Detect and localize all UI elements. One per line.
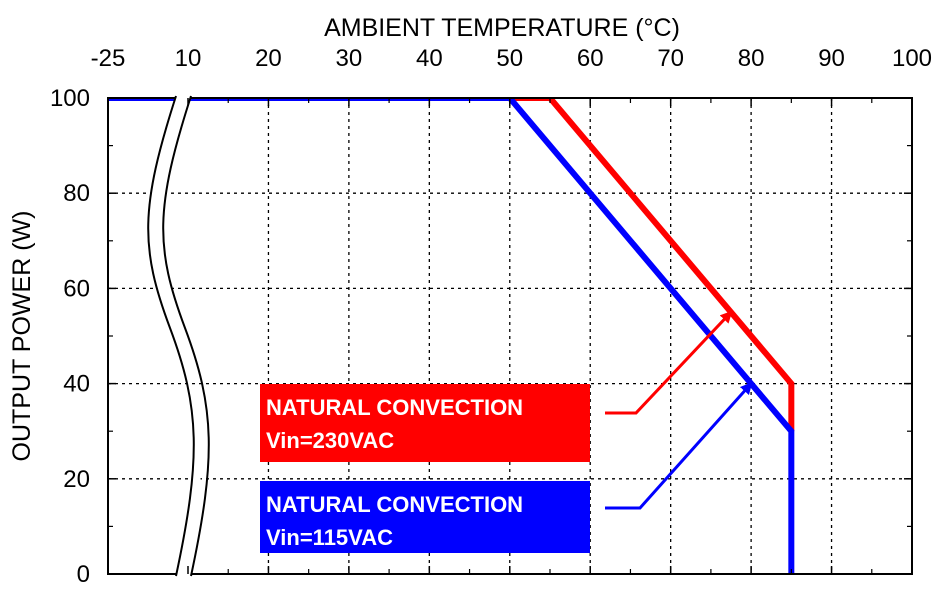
legend-115vac: NATURAL CONVECTION Vin=115VAC — [260, 382, 753, 553]
x-tick-label: 60 — [577, 45, 604, 72]
axis-break-line-right — [162, 95, 210, 577]
y-axis-title: OUTPUT POWER (W) — [8, 211, 36, 462]
legend-115vac-line1: NATURAL CONVECTION — [266, 492, 523, 517]
x-tick-label: 100 — [892, 45, 932, 72]
legend-230vac-leader-arrow — [605, 310, 733, 415]
legend-230vac-line2: Vin=230VAC — [266, 428, 394, 453]
y-tick-label: 100 — [50, 85, 90, 112]
legend-230vac-line1: NATURAL CONVECTION — [266, 395, 523, 420]
legend-115vac-line2: Vin=115VAC — [266, 525, 393, 550]
x-tick-label: 80 — [738, 45, 765, 72]
series-lines — [108, 98, 795, 574]
y-tick-label: 80 — [63, 180, 90, 207]
x-axis-title: AMBIENT TEMPERATURE (°C) — [324, 14, 680, 42]
x-tick-label: 40 — [416, 45, 443, 72]
x-tick-labels: -25 10 20 30 40 50 60 70 80 90 100 — [91, 45, 932, 72]
legend-115vac-leader-arrow — [605, 382, 753, 510]
tick-marks — [107, 97, 913, 575]
y-tick-label: 60 — [63, 275, 90, 302]
y-tick-label: 40 — [63, 371, 90, 398]
x-tick-label: 50 — [496, 45, 523, 72]
x-tick-label: 20 — [255, 45, 282, 72]
legend-230vac: NATURAL CONVECTION Vin=230VAC — [260, 310, 733, 462]
y-tick-label: 20 — [63, 466, 90, 493]
y-tick-label: 0 — [77, 561, 90, 588]
x-tick-label: 10 — [175, 45, 202, 72]
x-tick-label: 70 — [657, 45, 684, 72]
axis-break-fill — [148, 96, 201, 576]
series-line-230vac — [108, 98, 795, 432]
legend-230vac-box — [260, 384, 590, 462]
y-tick-labels: 0 20 40 60 80 100 — [50, 85, 90, 588]
x-tick-label: 30 — [336, 45, 363, 72]
axis-break-line-left — [147, 95, 195, 577]
axis-break — [147, 95, 210, 577]
legend-115vac-box — [260, 481, 590, 553]
series-line-115vac — [108, 98, 795, 574]
x-tick-label: 90 — [818, 45, 845, 72]
x-tick-label: -25 — [91, 45, 126, 72]
